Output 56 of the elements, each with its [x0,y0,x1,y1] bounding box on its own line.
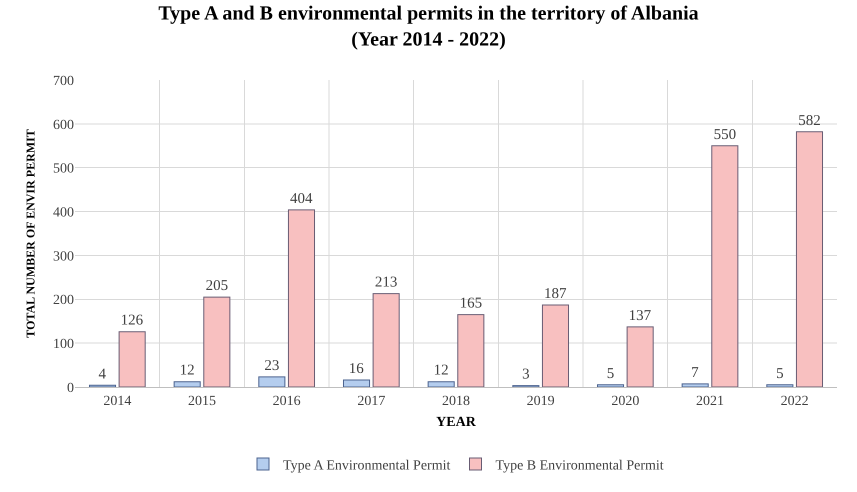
y-tick-label: 700 [53,74,74,89]
x-tick-label: 2022 [780,394,809,409]
data-label: 404 [290,190,313,207]
data-label: 205 [206,278,228,294]
data-label: 16 [348,360,364,377]
data-label: 5 [776,366,784,382]
y-tick-label: 100 [53,337,74,352]
data-label: 165 [460,296,482,312]
data-label: 7 [691,364,700,381]
bar [203,296,230,387]
bar [372,293,400,387]
data-label: 213 [374,274,398,291]
legend-label: Type B Environmental Permit [495,458,664,474]
bar [428,381,455,387]
data-label: 187 [544,286,567,302]
legend-label: Type A Environmental Permit [283,458,450,474]
y-tick-label: 600 [53,118,74,133]
bar [711,145,738,387]
data-label: 550 [714,126,736,143]
bar [682,383,709,387]
y-tick-label: 500 [53,162,74,177]
bar [342,379,370,387]
bar [766,384,794,387]
x-tick-label: 2019 [526,394,555,409]
y-tick-label: 400 [53,205,74,220]
data-label: 4 [98,366,107,382]
data-label: 23 [264,358,280,374]
data-label: 3 [522,366,530,383]
x-tick-label: 2020 [611,394,640,409]
bar [542,304,570,387]
bar [626,326,654,387]
data-label: 137 [628,308,652,324]
data-label: 5 [606,366,614,382]
y-tick-label: 200 [53,293,74,308]
bar [258,376,286,387]
data-label: 126 [120,312,144,329]
bar [457,314,484,387]
x-tick-label: 2018 [442,394,470,409]
bar [596,384,624,387]
y-tick-label: 0 [67,380,74,396]
x-tick-label: 2016 [272,394,301,409]
x-tick-label: 2015 [188,394,216,409]
x-tick-label: 2021 [696,394,724,409]
y-axis-title: TOTAL NUMBER OF ENVIR PERMIT [23,129,38,338]
chart-title: Type A and B environmental permits in the territory of Albania (Year 2014 - 2022) [158,2,699,51]
y-tick-label: 300 [53,249,74,264]
x-tick-label: 2017 [357,394,386,409]
data-label: 12 [434,362,449,379]
bar [118,331,146,387]
x-axis-title: YEAR [436,415,477,430]
x-tick-label: 2014 [103,394,132,409]
data-label: 582 [798,112,821,129]
bar [174,381,201,387]
bar [796,131,824,387]
bar [288,209,316,387]
data-label: 12 [180,362,195,379]
